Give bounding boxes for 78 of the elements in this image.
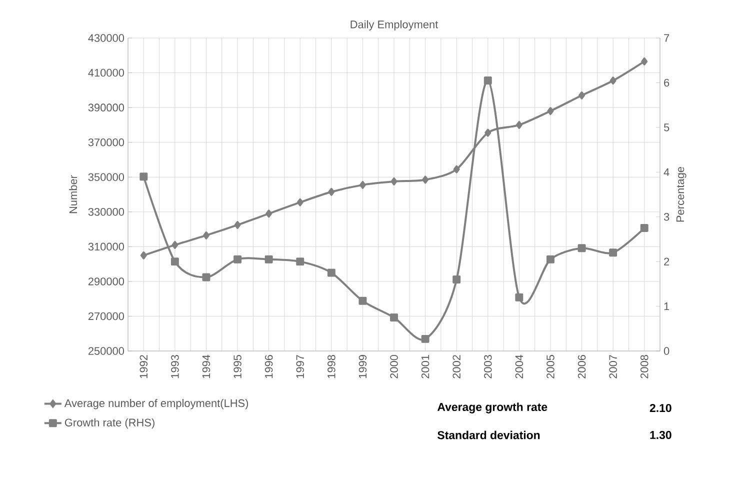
point — [264, 255, 273, 264]
point — [170, 258, 179, 266]
x-tick-label: 1993 — [171, 355, 179, 378]
point — [452, 275, 461, 284]
y2-axis-title: Percentage — [676, 166, 686, 222]
x-tick-label: 1996 — [264, 355, 273, 378]
y-tick-label: 390000 — [88, 104, 124, 112]
point — [234, 255, 242, 264]
point — [140, 172, 148, 181]
point — [578, 91, 586, 100]
x-tick-label: 1995 — [234, 354, 242, 378]
point — [421, 334, 430, 343]
point — [546, 255, 554, 264]
point — [327, 268, 336, 277]
point — [328, 188, 335, 196]
y-tick-label: 350000 — [88, 173, 124, 181]
x-tick-label: 2005 — [546, 354, 554, 378]
point — [610, 76, 616, 85]
x-tick-label: 2006 — [578, 355, 586, 378]
x-tick-label: 1999 — [358, 355, 367, 378]
y-tick-label: 250000 — [88, 347, 124, 355]
x-tick-label: 2001 — [421, 355, 430, 378]
y-axis-title: Number — [69, 175, 78, 214]
y-tick-label: 370000 — [88, 138, 124, 146]
point — [234, 220, 241, 229]
point — [515, 293, 524, 302]
x-tick-label: 1992 — [140, 355, 148, 378]
y-tick-label: 430000 — [88, 34, 124, 42]
point — [422, 176, 429, 184]
point — [390, 313, 398, 322]
y2-tick-label: 1 — [664, 302, 670, 310]
legend-label: Average number of employment(LHS) — [64, 399, 248, 410]
text: 1.30 — [650, 430, 672, 440]
x-tick-label: 2007 — [609, 355, 617, 378]
point — [516, 120, 522, 129]
x-tick-label: 2008 — [640, 355, 648, 378]
y2-tick-label: 2 — [664, 258, 670, 266]
y-tick-label: 270000 — [88, 312, 124, 320]
y-tick-label: 310000 — [88, 242, 124, 251]
x-tick-label: 1997 — [296, 355, 304, 378]
point — [547, 107, 554, 116]
point — [390, 177, 398, 186]
y2-tick-label: 0 — [664, 347, 670, 355]
point — [453, 165, 460, 174]
x-tick-label: 1998 — [328, 355, 336, 378]
point — [359, 180, 366, 189]
point — [202, 231, 210, 240]
point — [484, 128, 492, 137]
y-tick-label: 290000 — [88, 278, 124, 286]
x-tick-label: 2003 — [484, 355, 492, 378]
y2-tick-label: 5 — [664, 124, 670, 132]
legend-label: Growth rate (RHS) — [64, 418, 154, 429]
point — [296, 258, 304, 266]
text: Average growth rate — [437, 402, 548, 414]
text: Standard deviation — [438, 430, 540, 440]
point — [578, 244, 586, 252]
point — [484, 76, 492, 84]
x-tick-label: 2000 — [390, 354, 398, 378]
point — [641, 57, 648, 66]
y-tick-label: 410000 — [88, 68, 124, 77]
x-tick-label: 1994 — [202, 354, 210, 378]
y-tick-label: 330000 — [88, 208, 124, 216]
point — [609, 248, 618, 257]
x-tick-label: 2002 — [452, 355, 460, 378]
point — [172, 240, 178, 249]
y2-tick-label: 6 — [664, 78, 670, 87]
y2-tick-label: 7 — [664, 34, 670, 42]
point — [202, 273, 210, 282]
point — [296, 198, 304, 206]
point — [358, 296, 367, 305]
y2-tick-label: 4 — [664, 168, 670, 176]
y2-tick-label: 3 — [664, 212, 670, 221]
x-tick-label: 2004 — [515, 354, 524, 378]
chart-title: Daily Employment — [350, 20, 438, 30]
point — [266, 210, 272, 218]
point — [640, 224, 648, 232]
point — [140, 251, 147, 260]
text: 2.10 — [650, 404, 672, 412]
